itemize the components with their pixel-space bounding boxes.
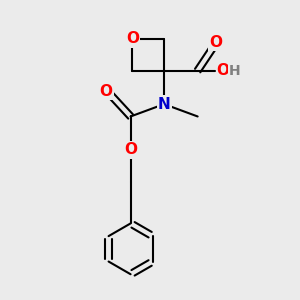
Text: O: O — [126, 31, 139, 46]
Text: H: H — [229, 64, 241, 78]
Text: O: O — [99, 84, 112, 99]
Text: O: O — [124, 142, 137, 158]
Text: O: O — [217, 63, 230, 78]
Text: N: N — [158, 97, 170, 112]
Text: O: O — [209, 35, 222, 50]
